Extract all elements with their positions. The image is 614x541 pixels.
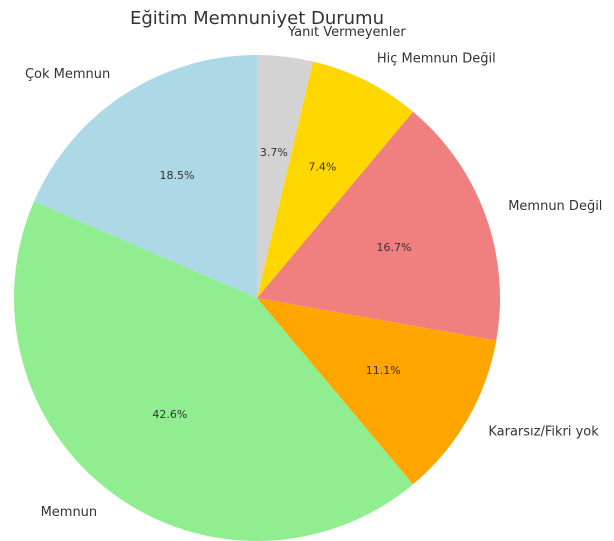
value-label: 7.4%: [308, 161, 336, 174]
pie-slice: [14, 201, 414, 541]
value-label: 3.7%: [260, 146, 288, 159]
slice-label: Memnun Değil: [508, 199, 602, 214]
value-label: 11.1%: [366, 364, 401, 377]
slice-label: Hiç Memnun Değil: [377, 52, 496, 67]
value-label: 42.6%: [152, 408, 187, 421]
slice-label: Memnun: [41, 505, 98, 520]
slice-label: Çok Memnun: [25, 67, 110, 82]
pie-slice: [257, 61, 414, 298]
chart-title: Eğitim Memnuniyet Durumu: [130, 8, 384, 29]
pie-slice: [257, 298, 497, 485]
slice-label: Yanıt Vermeyenler: [287, 25, 406, 40]
value-label: 16.7%: [377, 241, 412, 254]
pie-slice: [257, 55, 313, 298]
pie-slice: [257, 111, 501, 341]
pie-slice: [33, 55, 257, 298]
slice-label: Kararsız/Fikri yok: [488, 424, 599, 439]
value-label: 18.5%: [159, 169, 194, 182]
